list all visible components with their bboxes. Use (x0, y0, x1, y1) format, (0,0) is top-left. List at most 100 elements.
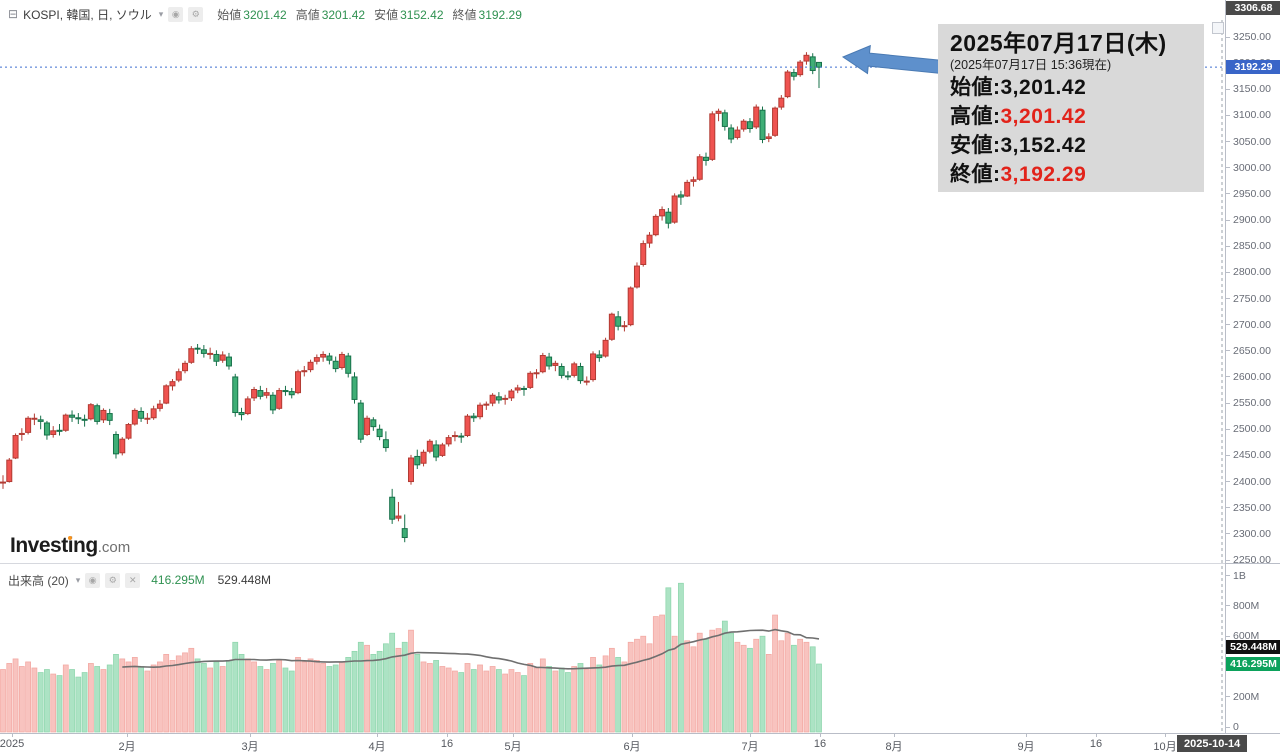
volume-bar (464, 663, 471, 733)
volume-bar (232, 641, 239, 733)
time-tick-label: 7月 (741, 741, 759, 753)
candle-body (740, 120, 747, 130)
candle-body (659, 209, 666, 217)
pane-separator[interactable] (0, 563, 1225, 564)
candle-body (451, 435, 458, 438)
chevron-down-icon[interactable]: ▾ (158, 8, 164, 19)
volume-bar (483, 670, 490, 733)
volume-bar (709, 629, 716, 733)
volume-bar (690, 646, 697, 733)
close-icon[interactable]: ✕ (125, 572, 141, 588)
volume-bar (408, 629, 414, 733)
price-tick: 2750.00 (1226, 293, 1280, 305)
gear-icon[interactable]: ⚙ (188, 6, 204, 22)
volume-bar (803, 641, 810, 733)
volume-bar (31, 667, 38, 733)
time-tick-mark (894, 733, 895, 737)
volume-bar (696, 632, 703, 733)
candle-body (728, 127, 735, 140)
volume-bar (339, 661, 345, 733)
time-tick-label: 16 (813, 738, 827, 750)
drawing-anchor-icon[interactable] (1212, 22, 1224, 34)
volume-bar (634, 638, 640, 733)
candle-body (508, 390, 515, 399)
volume-bar (313, 660, 320, 733)
volume-bar (640, 635, 647, 733)
volume-bar (797, 638, 804, 733)
price-axis[interactable]: 3250.003200.003150.003100.003050.003000.… (1225, 0, 1280, 733)
volume-bar (75, 676, 82, 733)
volume-bar (357, 641, 364, 733)
candle-body (665, 211, 672, 224)
volume-bar (50, 673, 57, 733)
volume-bar (765, 654, 772, 733)
visibility-icon[interactable]: ◉ (168, 6, 184, 22)
volume-bar (213, 661, 220, 733)
volume-bar (508, 669, 515, 733)
candle-body (558, 365, 565, 376)
annotation-row: 高値:3,201.42 (950, 105, 1087, 128)
candle-body (640, 243, 647, 266)
candle-body (332, 360, 339, 370)
volume-indicator-title[interactable]: 出来高 (20) (8, 573, 69, 588)
candle-body (163, 385, 170, 404)
volume-bar (734, 641, 741, 733)
volume-bar (100, 669, 107, 733)
volume-bar (163, 654, 170, 733)
annotation-title: 2025年07月17日(木) (950, 30, 1167, 56)
candle-body (646, 234, 653, 244)
volume-bar (188, 647, 195, 733)
arrow-annotation[interactable] (841, 44, 954, 76)
candle-body (18, 432, 25, 435)
volume-bar (602, 655, 609, 733)
volume-bar (44, 669, 50, 733)
high-price-badge: 3306.68 (1226, 1, 1280, 15)
volume-bar (546, 666, 552, 733)
volume-bar (389, 632, 396, 733)
candle-body (401, 528, 408, 539)
volume-bar (81, 672, 88, 733)
candle-body (75, 417, 82, 420)
candle-body (502, 397, 509, 400)
time-axis[interactable] (0, 733, 1280, 755)
volume-bar (565, 672, 571, 733)
axis-pane-separator (1226, 563, 1280, 564)
price-tick: 2250.00 (1226, 554, 1280, 566)
candle-body (345, 355, 352, 374)
price-volume-chart-canvas[interactable] (0, 0, 1225, 733)
candle-body (483, 403, 490, 406)
candle-body (765, 136, 772, 139)
visibility-icon[interactable]: ◉ (85, 572, 101, 588)
date-ohlc-annotation[interactable]: 2025年07月17日(木) (2025年07月17日 15:36現在) 始値:… (938, 24, 1204, 192)
collapse-pane-icon[interactable]: ⊟ (8, 7, 19, 21)
volume-bar (784, 632, 791, 733)
candle-body (138, 410, 145, 419)
price-tick: 2550.00 (1226, 397, 1280, 409)
candle-body (527, 372, 534, 388)
gear-icon[interactable]: ⚙ (105, 572, 121, 588)
volume-bar (295, 657, 301, 733)
candle-body (106, 413, 113, 421)
volume-bar (433, 660, 439, 733)
volume-bar (12, 658, 19, 733)
volume-legend: 出来高 (20) ▾ ◉ ⚙ ✕ 416.295M 529.448M (8, 572, 271, 588)
time-tick-mark (250, 733, 251, 737)
candle-body (263, 392, 270, 396)
volume-bar (383, 643, 389, 733)
volume-bar (326, 666, 333, 733)
candle-body (809, 56, 816, 71)
symbol-title[interactable]: KOSPI, 韓国, 日, ソウル (23, 7, 152, 22)
chevron-down-icon[interactable]: ▾ (75, 574, 81, 585)
price-tick: 2900.00 (1226, 214, 1280, 226)
volume-bar (646, 643, 653, 733)
candle-body (282, 390, 289, 393)
volume-bar (119, 658, 126, 733)
candle-body (62, 414, 69, 431)
volume-bar (62, 664, 69, 733)
ohlc-legend: 始値 3201.42 高値 3201.42 安値 3152.42 終値 3192.29 (208, 6, 522, 23)
candle-body (269, 394, 276, 411)
price-tick: 2650.00 (1226, 345, 1280, 357)
volume-bar (539, 658, 546, 733)
volume-bar (533, 667, 540, 733)
candle-body (0, 481, 6, 484)
